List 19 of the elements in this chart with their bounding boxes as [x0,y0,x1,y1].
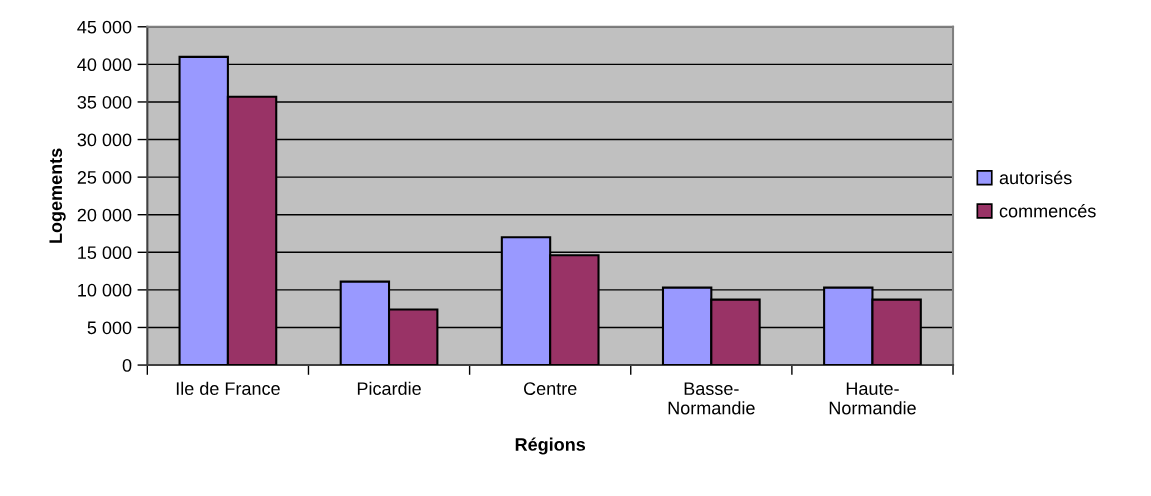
y-tick-label: 5 000 [87,321,132,335]
y-axis-title: Logements [49,148,66,243]
legend-label: commencés [999,203,1096,218]
x-tick-label: Haute- Normandie [829,382,916,415]
x-tick-label: Picardie [357,381,421,395]
x-axis-title: Régions [515,437,586,455]
y-tick-label: 0 [122,358,132,372]
legend-label: autorisés [999,170,1072,185]
y-tick-label: 20 000 [77,208,132,222]
y-tick-label: 15 000 [78,246,132,260]
y-tick-label: 30 000 [77,133,132,147]
y-tick-label: 45 000 [77,20,132,34]
y-tick-label: 35 000 [77,95,132,109]
y-tick-label: 25 000 [77,171,132,184]
x-tick-label: Ile de France [176,381,280,395]
y-tick-label: 10 000 [78,283,132,297]
x-tick-label: Basse- Normandie [668,382,755,415]
y-tick-label: 40 000 [77,58,132,72]
x-tick-label: Centre [524,382,577,395]
